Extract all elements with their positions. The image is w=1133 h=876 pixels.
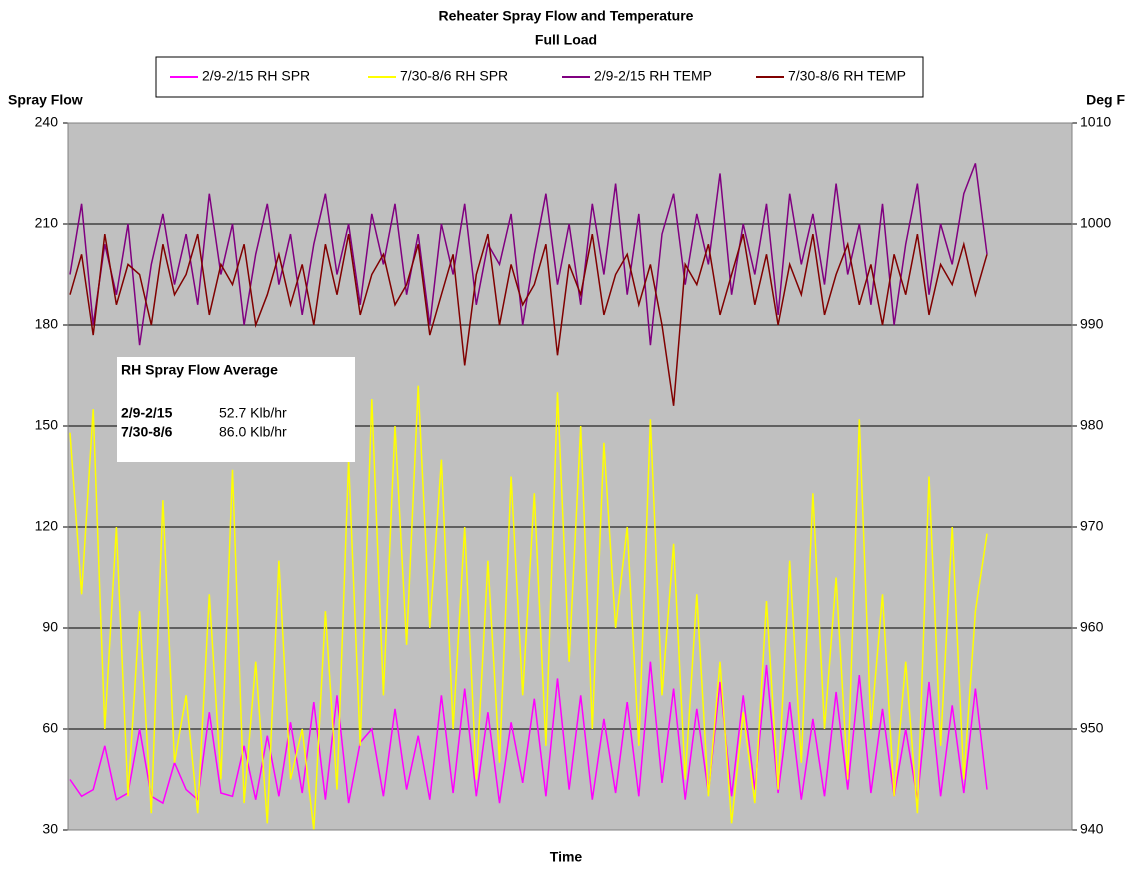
legend-box <box>155 56 924 98</box>
y2-tick-label: 980 <box>1080 417 1104 433</box>
y2-tick-label: 1000 <box>1080 215 1111 231</box>
plot-border <box>67 122 1073 831</box>
x-axis-label: Time <box>550 849 583 865</box>
annotation-title: RH Spray Flow Average <box>121 362 278 378</box>
annotation-box <box>117 357 355 462</box>
chart-subtitle: Full Load <box>535 32 597 48</box>
y2-tick-label: 950 <box>1080 720 1104 736</box>
legend-label: 2/9-2/15 RH SPR <box>202 68 310 84</box>
annotation-period: 7/30-8/6 <box>121 424 173 440</box>
y2-tick-label: 990 <box>1080 316 1104 332</box>
series-line <box>69 385 988 831</box>
y-tick-label: 120 <box>35 518 59 534</box>
series-line <box>69 233 988 406</box>
legend-label: 7/30-8/6 RH TEMP <box>788 68 906 84</box>
y-tick-label: 210 <box>35 215 59 231</box>
annotation: RH Spray Flow Average 2/9-2/15 52.7 Klb/hr… <box>117 357 355 462</box>
y2-tick-label: 1010 <box>1080 114 1111 130</box>
y-tick-label: 150 <box>35 417 59 433</box>
chart-title: Reheater Spray Flow and Temperature <box>439 8 694 24</box>
annotation-value: 52.7 Klb/hr <box>219 405 287 421</box>
y2-tick-label: 960 <box>1080 619 1104 635</box>
y-tick-label: 180 <box>35 316 59 332</box>
series-line <box>69 661 988 805</box>
y-tick-label: 60 <box>42 720 58 736</box>
y2-tick-label: 940 <box>1080 821 1104 837</box>
legend: 2/9-2/15 RH SPR 7/30-8/6 RH SPR 2/9-2/15 R… <box>155 56 924 98</box>
legend-label: 2/9-2/15 RH TEMP <box>594 68 712 84</box>
y-tick-label: 30 <box>42 821 58 837</box>
annotation-value: 86.0 Klb/hr <box>219 424 287 440</box>
annotation-period: 2/9-2/15 <box>121 405 173 421</box>
y2-axis-label: Deg F <box>1086 92 1125 108</box>
y-axis-label: Spray Flow <box>8 92 83 108</box>
y2-tick-label: 970 <box>1080 518 1104 534</box>
legend-label: 7/30-8/6 RH SPR <box>400 68 508 84</box>
series-line <box>69 163 988 346</box>
plot-area <box>68 123 1072 830</box>
y-tick-label: 90 <box>42 619 58 635</box>
y-tick-label: 240 <box>35 114 59 130</box>
